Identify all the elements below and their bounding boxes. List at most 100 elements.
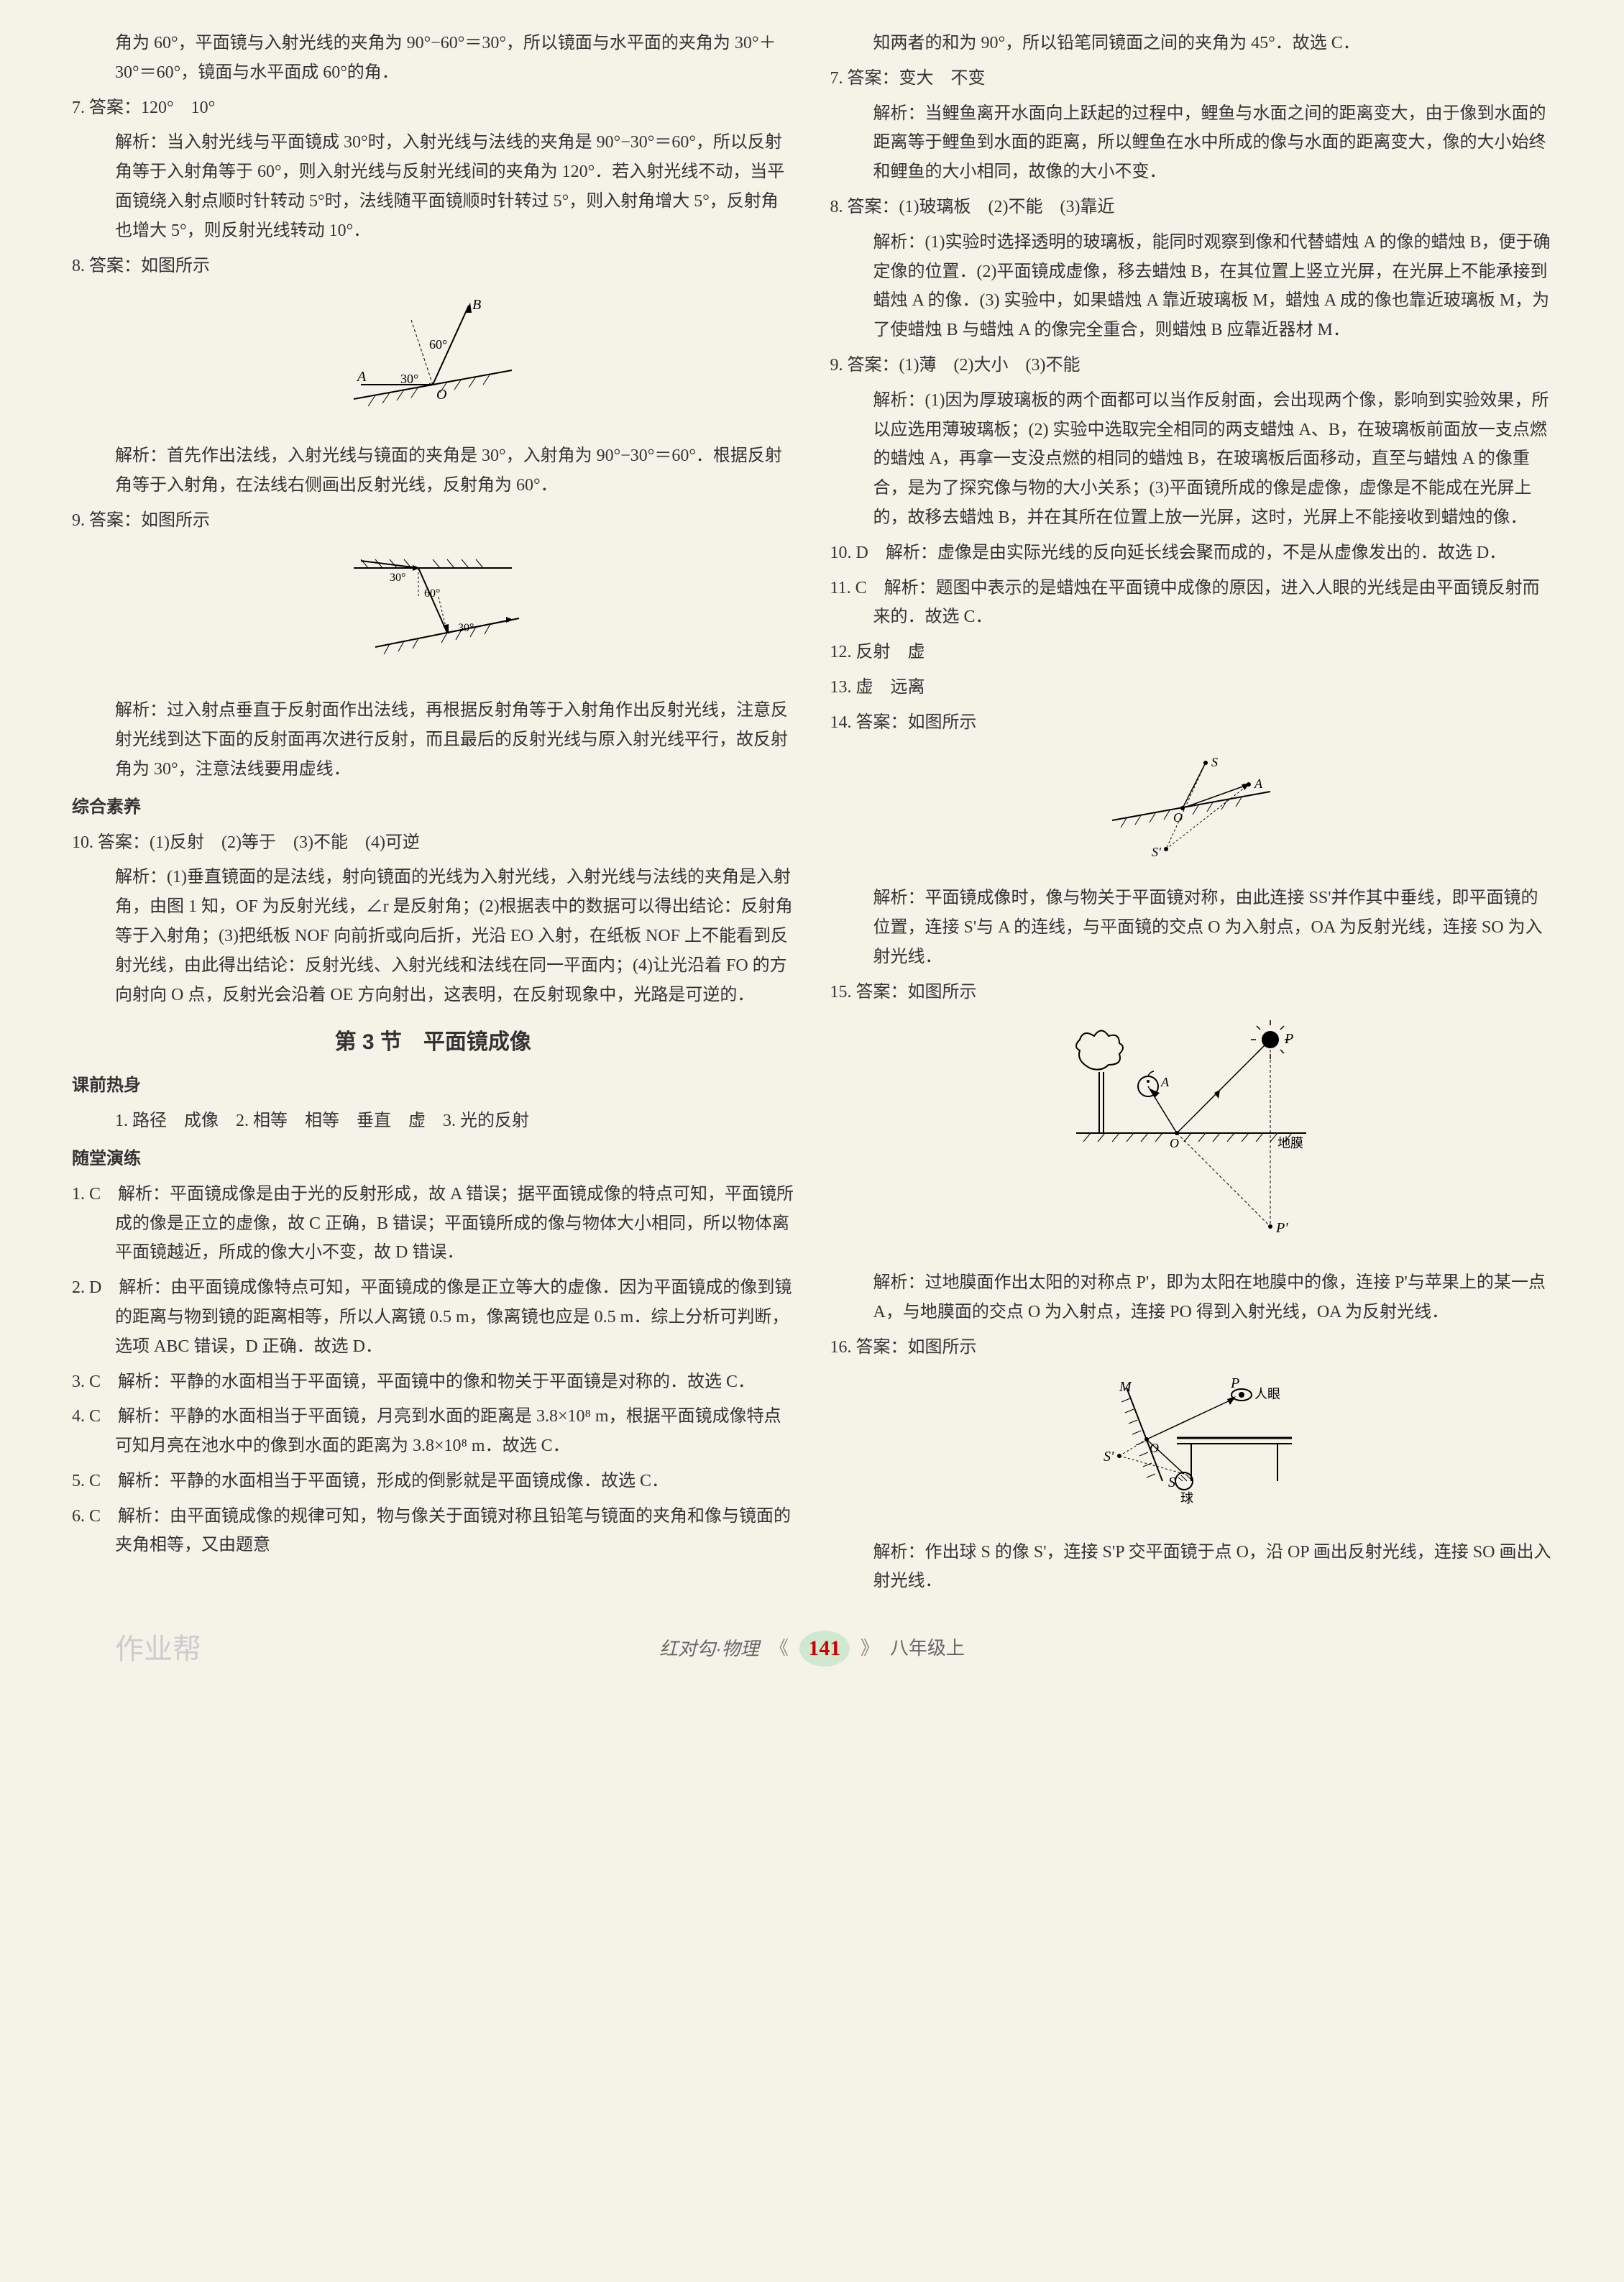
q8: 8. 答案：如图所示 (72, 252, 794, 281)
q9-analysis-text: 过入射点垂直于反射面作出法线，再根据反射角等于入射角作出反射光线，注意反射光线到… (115, 701, 788, 779)
analysis-label: 解析： (886, 544, 937, 562)
r-q11-num: 11. (830, 579, 851, 597)
r-q7-num: 7. (830, 69, 843, 88)
q5-analysis-text: 平静的水面相当于平面镜，形成的倒影就是平面镜成像．故选 C． (170, 1472, 669, 1490)
q5-answer: C (89, 1472, 101, 1490)
r-q7-answer: 变大 不变 (899, 69, 986, 88)
r-q9-answer: (1)薄 (2)大小 (3)不能 (899, 356, 1081, 375)
analysis-label: 解析： (873, 1543, 925, 1562)
r-q7-analysis-text: 当鲤鱼离开水面向上跃起的过程中，鲤鱼与水面之间的距离变大，由于像到水面的距离等于… (873, 104, 1546, 182)
answer-label: 答案： (98, 833, 150, 852)
q8-num: 8. (72, 257, 85, 275)
r-q12-answer: 反射 虚 (856, 643, 925, 661)
q7-analysis-text: 当入射光线与平面镜成 30°时，入射光线与法线的夹角是 90°−30°＝60°，… (115, 133, 784, 239)
analysis-label: 解析： (118, 1373, 170, 1391)
r-q16-analysis: 解析：作出球 S 的像 S'，连接 S'P 交平面镜于点 O，沿 OP 画出反射… (830, 1538, 1553, 1597)
diagram-label-Sp: S' (1152, 845, 1162, 859)
diagram-label-A: A (1254, 776, 1263, 791)
r-q13-answer: 虚 远离 (856, 678, 925, 697)
q6-answer: C (89, 1507, 101, 1526)
q8-analysis-text: 首先作出法线，入射光线与镜面的夹角是 30°，入射角为 90°−30°＝60°．… (115, 446, 782, 495)
r-q15-analysis-text: 过地膜面作出太阳的对称点 P'，即为太阳在地膜中的像，连接 P'与苹果上的某一点… (873, 1273, 1546, 1321)
practice-q4: 4. C 解析：平静的水面相当于平面镜，月亮到水面的距离是 3.8×10⁸ m，… (72, 1402, 794, 1461)
answer-label: 答案： (89, 257, 141, 275)
r-q8-analysis-text: (1)实验时选择透明的玻璃板，能同时观察到像和代替蜡烛 A 的像的蜡烛 B，便于… (873, 233, 1551, 339)
analysis-label: 解析： (873, 233, 925, 252)
arrow-left-icon: 《 (770, 1633, 789, 1664)
analysis-label: 解析： (119, 1278, 170, 1297)
analysis-label: 解析： (118, 1507, 170, 1526)
r-q16-answer: 如图所示 (908, 1338, 977, 1357)
r-q12-num: 12. (830, 643, 852, 661)
analysis-label: 解析： (873, 391, 925, 410)
warmup-header: 课前热身 (72, 1071, 794, 1101)
r-q9-analysis-text: (1)因为厚玻璃板的两个面都可以当作反射面，会出现两个像，影响到实验效果，所以应… (873, 391, 1549, 527)
answer-label: 答案： (89, 98, 141, 117)
r-q13-num: 13. (830, 678, 852, 697)
footer-brand: 红对勾·物理 (659, 1633, 759, 1664)
q16-diagram: M P 人眼 S 球 S (830, 1373, 1553, 1527)
r-q14-analysis-text: 平面镜成像时，像与物关于平面镜对称，由此连接 SS'并作其中垂线，即平面镜的位置… (873, 889, 1543, 966)
diagram-angle-60: 60° (424, 587, 440, 600)
left-column: 角为 60°，平面镜与入射光线的夹角为 90°−60°＝30°，所以镜面与水平面… (72, 29, 794, 1602)
r-q7-analysis: 解析：当鲤鱼离开水面向上跃起的过程中，鲤鱼与水面之间的距离变大，由于像到水面的距… (830, 99, 1553, 187)
q10-analysis: 解析：(1)垂直镜面的是法线，射向镜面的光线为入射光线，入射光线与法线的夹角是入… (72, 863, 794, 1009)
q9-diagram: 30° 60° 30° (72, 546, 794, 686)
r-q16-analysis-text: 作出球 S 的像 S'，连接 S'P 交平面镜于点 O，沿 OP 画出反射光线，… (873, 1543, 1551, 1591)
analysis-label: 解析： (118, 1407, 170, 1426)
q7-answer: 120° 10° (141, 98, 215, 117)
r-q14-answer: 如图所示 (908, 713, 977, 732)
diagram-label-P: P (1230, 1375, 1239, 1391)
answer-label: 答案： (848, 69, 899, 88)
q1-num: 1. (72, 1185, 85, 1204)
answer-label: 答案： (848, 198, 899, 216)
q9-analysis: 解析：过入射点垂直于反射面作出法线，再根据反射角等于入射角作出反射光线，注意反射… (72, 696, 794, 784)
analysis-label: 解析： (115, 701, 167, 720)
section3-title: 第 3 节 平面镜成像 (72, 1024, 794, 1060)
diagram-angle-30a: 30° (390, 572, 405, 584)
r-q6-continue: 知两者的和为 90°，所以铅笔同镜面之间的夹角为 45°．故选 C． (830, 29, 1553, 58)
q7-analysis: 解析：当入射光线与平面镜成 30°时，入射光线与法线的夹角是 90°−30°＝6… (72, 128, 794, 245)
q14-diagram: S A O S' (830, 748, 1553, 874)
r-q8-analysis: 解析：(1)实验时选择透明的玻璃板，能同时观察到像和代替蜡烛 A 的像的蜡烛 B… (830, 228, 1553, 345)
page-number: 141 (799, 1631, 850, 1667)
analysis-label: 解析： (873, 104, 925, 123)
r-q15-analysis: 解析：过地膜面作出太阳的对称点 P'，即为太阳在地膜中的像，连接 P'与苹果上的… (830, 1268, 1553, 1327)
r-q9: 9. 答案：(1)薄 (2)大小 (3)不能 (830, 351, 1553, 380)
r-q13: 13. 虚 远离 (830, 673, 1553, 702)
r-q10-answer: D (856, 544, 868, 562)
diagram-angle-30b: 30° (458, 622, 474, 634)
right-column: 知两者的和为 90°，所以铅笔同镜面之间的夹角为 45°．故选 C． 7. 答案… (830, 29, 1553, 1602)
q2-answer: D (89, 1278, 101, 1297)
r-q9-num: 9. (830, 356, 843, 375)
r-q8: 8. 答案：(1)玻璃板 (2)不能 (3)靠近 (830, 193, 1553, 222)
practice-q1: 1. C 解析：平面镜成像是由于光的反射形成，故 A 错误；据平面镜成像的特点可… (72, 1180, 794, 1268)
page-container: 角为 60°，平面镜与入射光线的夹角为 90°−60°＝30°，所以镜面与水平面… (72, 29, 1552, 1602)
practice-q2: 2. D 解析：由平面镜成像特点可知，平面镜成的像是正立等大的虚像．因为平面镜成… (72, 1273, 794, 1361)
r-q14-num: 14. (830, 713, 852, 732)
q2-analysis-text: 由平面镜成像特点可知，平面镜成的像是正立等大的虚像．因为平面镜成的像到镜的距离与… (115, 1278, 792, 1356)
r-q11-answer: C (855, 579, 867, 597)
answer-label: 答案： (856, 983, 908, 1002)
q9-answer: 如图所示 (141, 511, 210, 530)
q3-analysis-text: 平静的水面相当于平面镜，平面镜中的像和物关于平面镜是对称的．故选 C． (170, 1373, 755, 1391)
answer-label: 答案： (848, 356, 899, 375)
diagram-label-M: M (1119, 1379, 1132, 1395)
q10-num: 10. (72, 833, 93, 852)
answer-label: 答案： (856, 713, 908, 732)
diagram-angle-30: 30° (400, 372, 418, 386)
q6-continue: 角为 60°，平面镜与入射光线的夹角为 90°−60°＝30°，所以镜面与水平面… (72, 29, 794, 88)
analysis-label: 解析： (115, 446, 167, 465)
q3-num: 3. (72, 1373, 85, 1391)
q8-answer: 如图所示 (141, 257, 210, 275)
analysis-label: 解析： (873, 889, 925, 907)
q9-num: 9. (72, 511, 85, 530)
diagram-label-Sp: S' (1104, 1449, 1114, 1465)
q2-num: 2. (72, 1278, 85, 1297)
q3-answer: C (89, 1373, 101, 1391)
diagram-label-Pp: P' (1275, 1220, 1288, 1236)
r-q16-num: 16. (830, 1338, 852, 1357)
r-q8-answer: (1)玻璃板 (2)不能 (3)靠近 (899, 198, 1115, 216)
q7: 7. 答案：120° 10° (72, 93, 794, 123)
r-q15-num: 15. (830, 983, 852, 1002)
